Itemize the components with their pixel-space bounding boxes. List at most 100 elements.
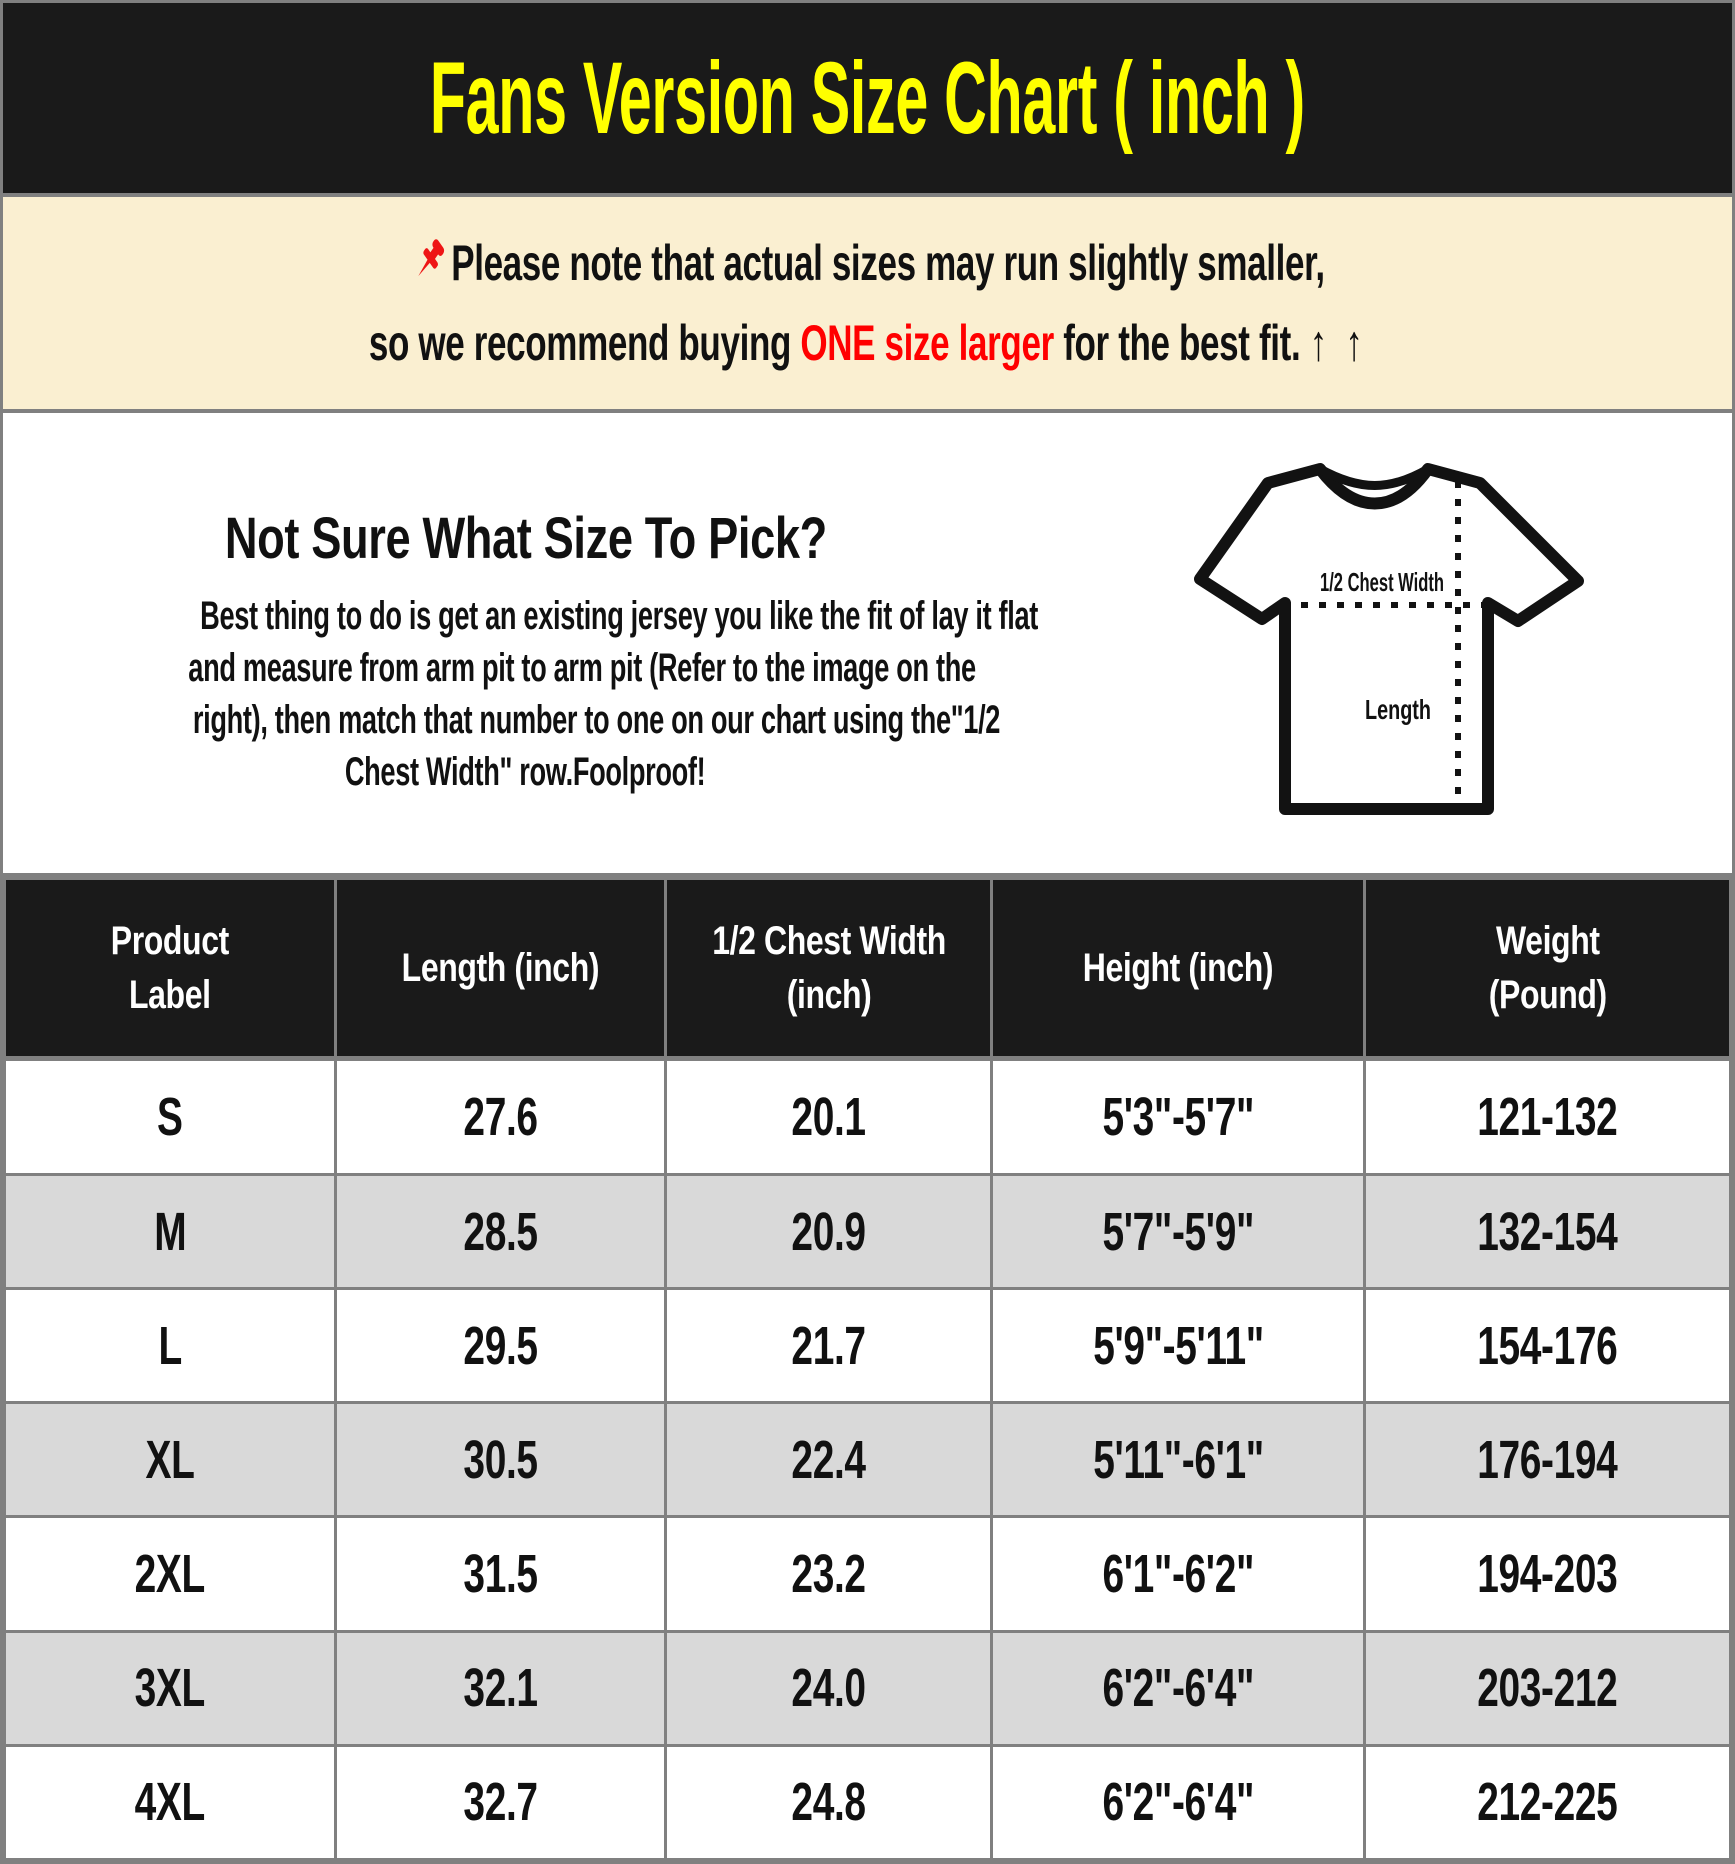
- cell-value: 132-154: [1477, 1201, 1618, 1262]
- cell-value: 5'7"-5'9": [1102, 1201, 1254, 1262]
- table-cell: 24.0: [664, 1629, 994, 1747]
- cell-value: 121-132: [1477, 1086, 1618, 1147]
- table-cell: 5'11"-6'1": [990, 1401, 1367, 1519]
- col-header-product-label: Product Label: [3, 877, 338, 1061]
- cell-value: 6'2"-6'4": [1102, 1772, 1254, 1833]
- table-cell: M: [3, 1172, 338, 1291]
- cell-value: 6'1"-6'2": [1102, 1544, 1254, 1605]
- chest-width-label: 1/2 Chest Width: [1320, 567, 1444, 597]
- table-cell: 32.7: [334, 1743, 668, 1861]
- guide-body-line: and measure from arm pit to arm pit (Ref…: [188, 646, 976, 690]
- cell-value: 212-225: [1477, 1772, 1618, 1833]
- cell-value: 27.6: [463, 1086, 539, 1147]
- cell-value: 203-212: [1477, 1658, 1618, 1719]
- table-cell: L: [3, 1287, 338, 1405]
- table-cell: 212-225: [1363, 1743, 1732, 1861]
- notice-text-2a: so we recommend buying: [368, 315, 800, 371]
- cell-value: 29.5: [463, 1315, 539, 1376]
- cell-value: 5'3"-5'7": [1102, 1086, 1254, 1147]
- table-row: S 27.6 20.1 5'3"-5'7" 121-132: [3, 1057, 1732, 1176]
- table-cell: 6'1"-6'2": [990, 1515, 1367, 1633]
- up-arrows-icon: ↑ ↑: [1309, 315, 1367, 371]
- col-header-height: Height (inch): [990, 877, 1367, 1061]
- table-cell: 20.1: [664, 1057, 994, 1176]
- notice-line-2: so we recommend buying ONE size larger f…: [368, 314, 1366, 372]
- title-banner: Fans Version Size Chart ( inch ): [3, 3, 1732, 197]
- cell-value: M: [154, 1201, 187, 1262]
- cell-value: 22.4: [791, 1429, 867, 1490]
- table-cell: 27.6: [334, 1057, 668, 1176]
- cell-value: 3XL: [135, 1658, 206, 1719]
- table-cell: 121-132: [1363, 1057, 1732, 1176]
- cell-value: 24.8: [791, 1772, 867, 1833]
- col-header-chest-width: 1/2 Chest Width (inch): [664, 877, 994, 1061]
- table-cell: 20.9: [664, 1172, 994, 1291]
- guide-body-line: Chest Width" row.Foolproof!: [345, 750, 706, 794]
- cell-value: 2XL: [135, 1544, 206, 1605]
- notice-highlight: ONE size larger: [799, 315, 1054, 371]
- table-cell: 24.8: [664, 1743, 994, 1861]
- table-cell: 5'9"-5'11": [990, 1287, 1367, 1405]
- size-table-body: S 27.6 20.1 5'3"-5'7" 121-132 M 28.5 20.9 5'7"-5…: [3, 1057, 1732, 1861]
- table-cell: 22.4: [664, 1401, 994, 1519]
- notice-text-2b: for the best fit.: [1053, 315, 1310, 371]
- cell-value: L: [158, 1315, 182, 1376]
- cell-value: 28.5: [463, 1201, 539, 1262]
- guide-body-line: Best thing to do is get an existing jers…: [200, 594, 1038, 638]
- size-guide-section: Not Sure What Size To Pick? Best thing t…: [3, 413, 1732, 877]
- cell-value: 20.1: [791, 1086, 867, 1147]
- guide-heading: Not Sure What Size To Pick?: [224, 506, 827, 571]
- size-table-header: Product Label Length (inch) 1/2 Chest Wi…: [3, 877, 1732, 1061]
- table-cell: 4XL: [3, 1743, 338, 1861]
- cell-value: S: [157, 1086, 183, 1147]
- cell-value: 32.1: [463, 1658, 539, 1719]
- notice-text-1: Please note that actual sizes may run sl…: [451, 235, 1326, 291]
- table-cell: 154-176: [1363, 1287, 1732, 1405]
- table-cell: S: [3, 1057, 338, 1176]
- page-title: Fans Version Size Chart ( inch ): [429, 40, 1306, 155]
- cell-value: 6'2"-6'4": [1102, 1658, 1254, 1719]
- table-cell: 194-203: [1363, 1515, 1732, 1633]
- table-row: 3XL 32.1 24.0 6'2"-6'4" 203-212: [3, 1629, 1732, 1747]
- cell-value: 24.0: [791, 1658, 867, 1719]
- table-cell: 28.5: [334, 1172, 668, 1291]
- cell-value: 4XL: [135, 1772, 206, 1833]
- pushpin-icon: [418, 239, 445, 277]
- cell-value: 21.7: [791, 1315, 867, 1376]
- table-row: L 29.5 21.7 5'9"-5'11" 154-176: [3, 1287, 1732, 1405]
- table-row: 4XL 32.7 24.8 6'2"-6'4" 212-225: [3, 1743, 1732, 1861]
- table-cell: 5'3"-5'7": [990, 1057, 1367, 1176]
- cell-value: 31.5: [463, 1544, 539, 1605]
- col-header-weight: Weight (Pound): [1363, 877, 1732, 1061]
- table-row: M 28.5 20.9 5'7"-5'9" 132-154: [3, 1172, 1732, 1291]
- guide-body-line: right), then match that number to one on…: [192, 698, 1001, 742]
- guide-diagram-block: 1/2 Chest Width Length: [1048, 413, 1732, 873]
- table-cell: 30.5: [334, 1401, 668, 1519]
- cell-value: 23.2: [791, 1544, 867, 1605]
- table-cell: 176-194: [1363, 1401, 1732, 1519]
- col-header-length: Length (inch): [334, 877, 668, 1061]
- table-cell: 6'2"-6'4": [990, 1743, 1367, 1861]
- notice-strip: Please note that actual sizes may run sl…: [3, 197, 1732, 413]
- table-cell: 23.2: [664, 1515, 994, 1633]
- table-cell: 2XL: [3, 1515, 338, 1633]
- cell-value: 5'9"-5'11": [1092, 1315, 1264, 1376]
- cell-value: 32.7: [463, 1772, 539, 1833]
- cell-value: 30.5: [463, 1429, 539, 1490]
- table-cell: 29.5: [334, 1287, 668, 1405]
- table-cell: XL: [3, 1401, 338, 1519]
- table-cell: 3XL: [3, 1629, 338, 1747]
- cell-value: 154-176: [1477, 1315, 1618, 1376]
- size-table: Product Label Length (inch) 1/2 Chest Wi…: [3, 877, 1732, 1861]
- cell-value: 5'11"-6'1": [1092, 1429, 1264, 1490]
- cell-value: XL: [145, 1429, 195, 1490]
- table-cell: 132-154: [1363, 1172, 1732, 1291]
- cell-value: 176-194: [1477, 1429, 1618, 1490]
- cell-value: 20.9: [791, 1201, 867, 1262]
- table-row: 2XL 31.5 23.2 6'1"-6'2" 194-203: [3, 1515, 1732, 1633]
- table-cell: 32.1: [334, 1629, 668, 1747]
- length-label: Length: [1365, 694, 1431, 725]
- collar-line: [1317, 465, 1431, 490]
- notice-line-1: Please note that actual sizes may run sl…: [410, 234, 1326, 292]
